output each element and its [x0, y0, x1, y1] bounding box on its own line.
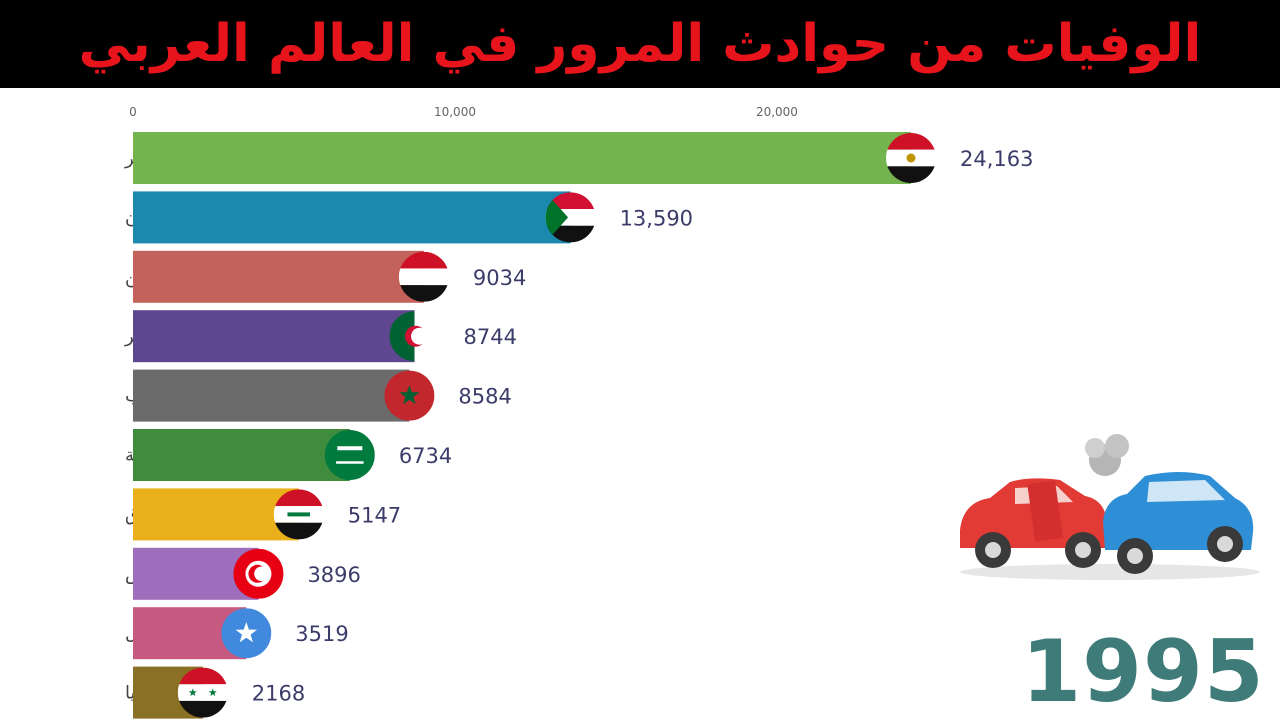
bar	[133, 429, 350, 481]
x-tick-label: 10,000	[434, 105, 476, 119]
bar	[133, 310, 415, 363]
flag-star	[235, 622, 257, 643]
sudan-flag-icon	[545, 192, 596, 243]
syria-flag-icon	[177, 667, 228, 718]
value-label: 24,163	[960, 147, 1033, 171]
flag-stripe	[398, 268, 449, 286]
flag-stripe	[398, 251, 449, 269]
value-label: 8744	[464, 325, 517, 349]
value-label: 8584	[458, 385, 511, 409]
somalia-flag-icon	[221, 608, 272, 659]
saudi-flag-icon	[324, 430, 375, 480]
value-label: 3896	[307, 563, 360, 587]
flag-stripe	[886, 166, 936, 183]
bar	[133, 132, 911, 184]
flag-stripe	[545, 192, 596, 210]
bar-chart: 010,00020,000مصر24,163السودان13,590اليمن…	[124, 105, 1033, 719]
value-label: 2168	[252, 682, 305, 706]
value-label: 13,590	[620, 206, 693, 230]
flag-crescent-cut	[254, 566, 269, 582]
car-crash-illustration	[960, 434, 1260, 580]
flag-star	[208, 688, 217, 696]
title-bar: الوفيات من حوادث المرور في العالم العربي	[0, 0, 1280, 88]
bar	[133, 191, 571, 244]
flag-stripe	[273, 489, 324, 507]
bar	[133, 488, 299, 541]
yemen-flag-icon	[398, 251, 449, 302]
x-tick-label: 0	[129, 105, 137, 119]
flag-script	[337, 446, 363, 451]
value-label: 5147	[348, 503, 401, 527]
flag-triangle	[545, 192, 569, 243]
tunisia-flag-icon	[233, 548, 284, 599]
value-label: 3519	[295, 622, 348, 646]
morocco-flag-icon	[384, 370, 435, 421]
flag-stripe	[177, 700, 228, 718]
flag-stripe	[398, 285, 449, 302]
flag-star	[399, 385, 420, 405]
bar	[133, 369, 410, 422]
bar	[133, 250, 424, 303]
flag-stripe	[273, 522, 324, 540]
iraq-flag-icon	[273, 489, 324, 540]
algeria-flag-icon	[389, 311, 440, 362]
flag-script	[287, 512, 310, 517]
flag-field	[324, 430, 375, 480]
flag-stripe	[886, 133, 936, 150]
page-title: الوفيات من حوادث المرور في العالم العربي	[78, 14, 1202, 74]
flag-stripe	[177, 667, 228, 685]
flag-stripe	[177, 684, 228, 701]
flag-star	[188, 688, 197, 696]
flag-emblem	[906, 153, 916, 163]
x-tick-label: 20,000	[756, 105, 798, 119]
flag-sword	[336, 461, 364, 464]
flag-stripe	[545, 225, 596, 243]
value-label: 6734	[399, 444, 452, 468]
value-label: 9034	[473, 266, 526, 290]
egypt-flag-icon	[886, 133, 936, 183]
year-label: 1995	[1021, 622, 1265, 722]
flag-crescent-cut	[411, 327, 429, 345]
